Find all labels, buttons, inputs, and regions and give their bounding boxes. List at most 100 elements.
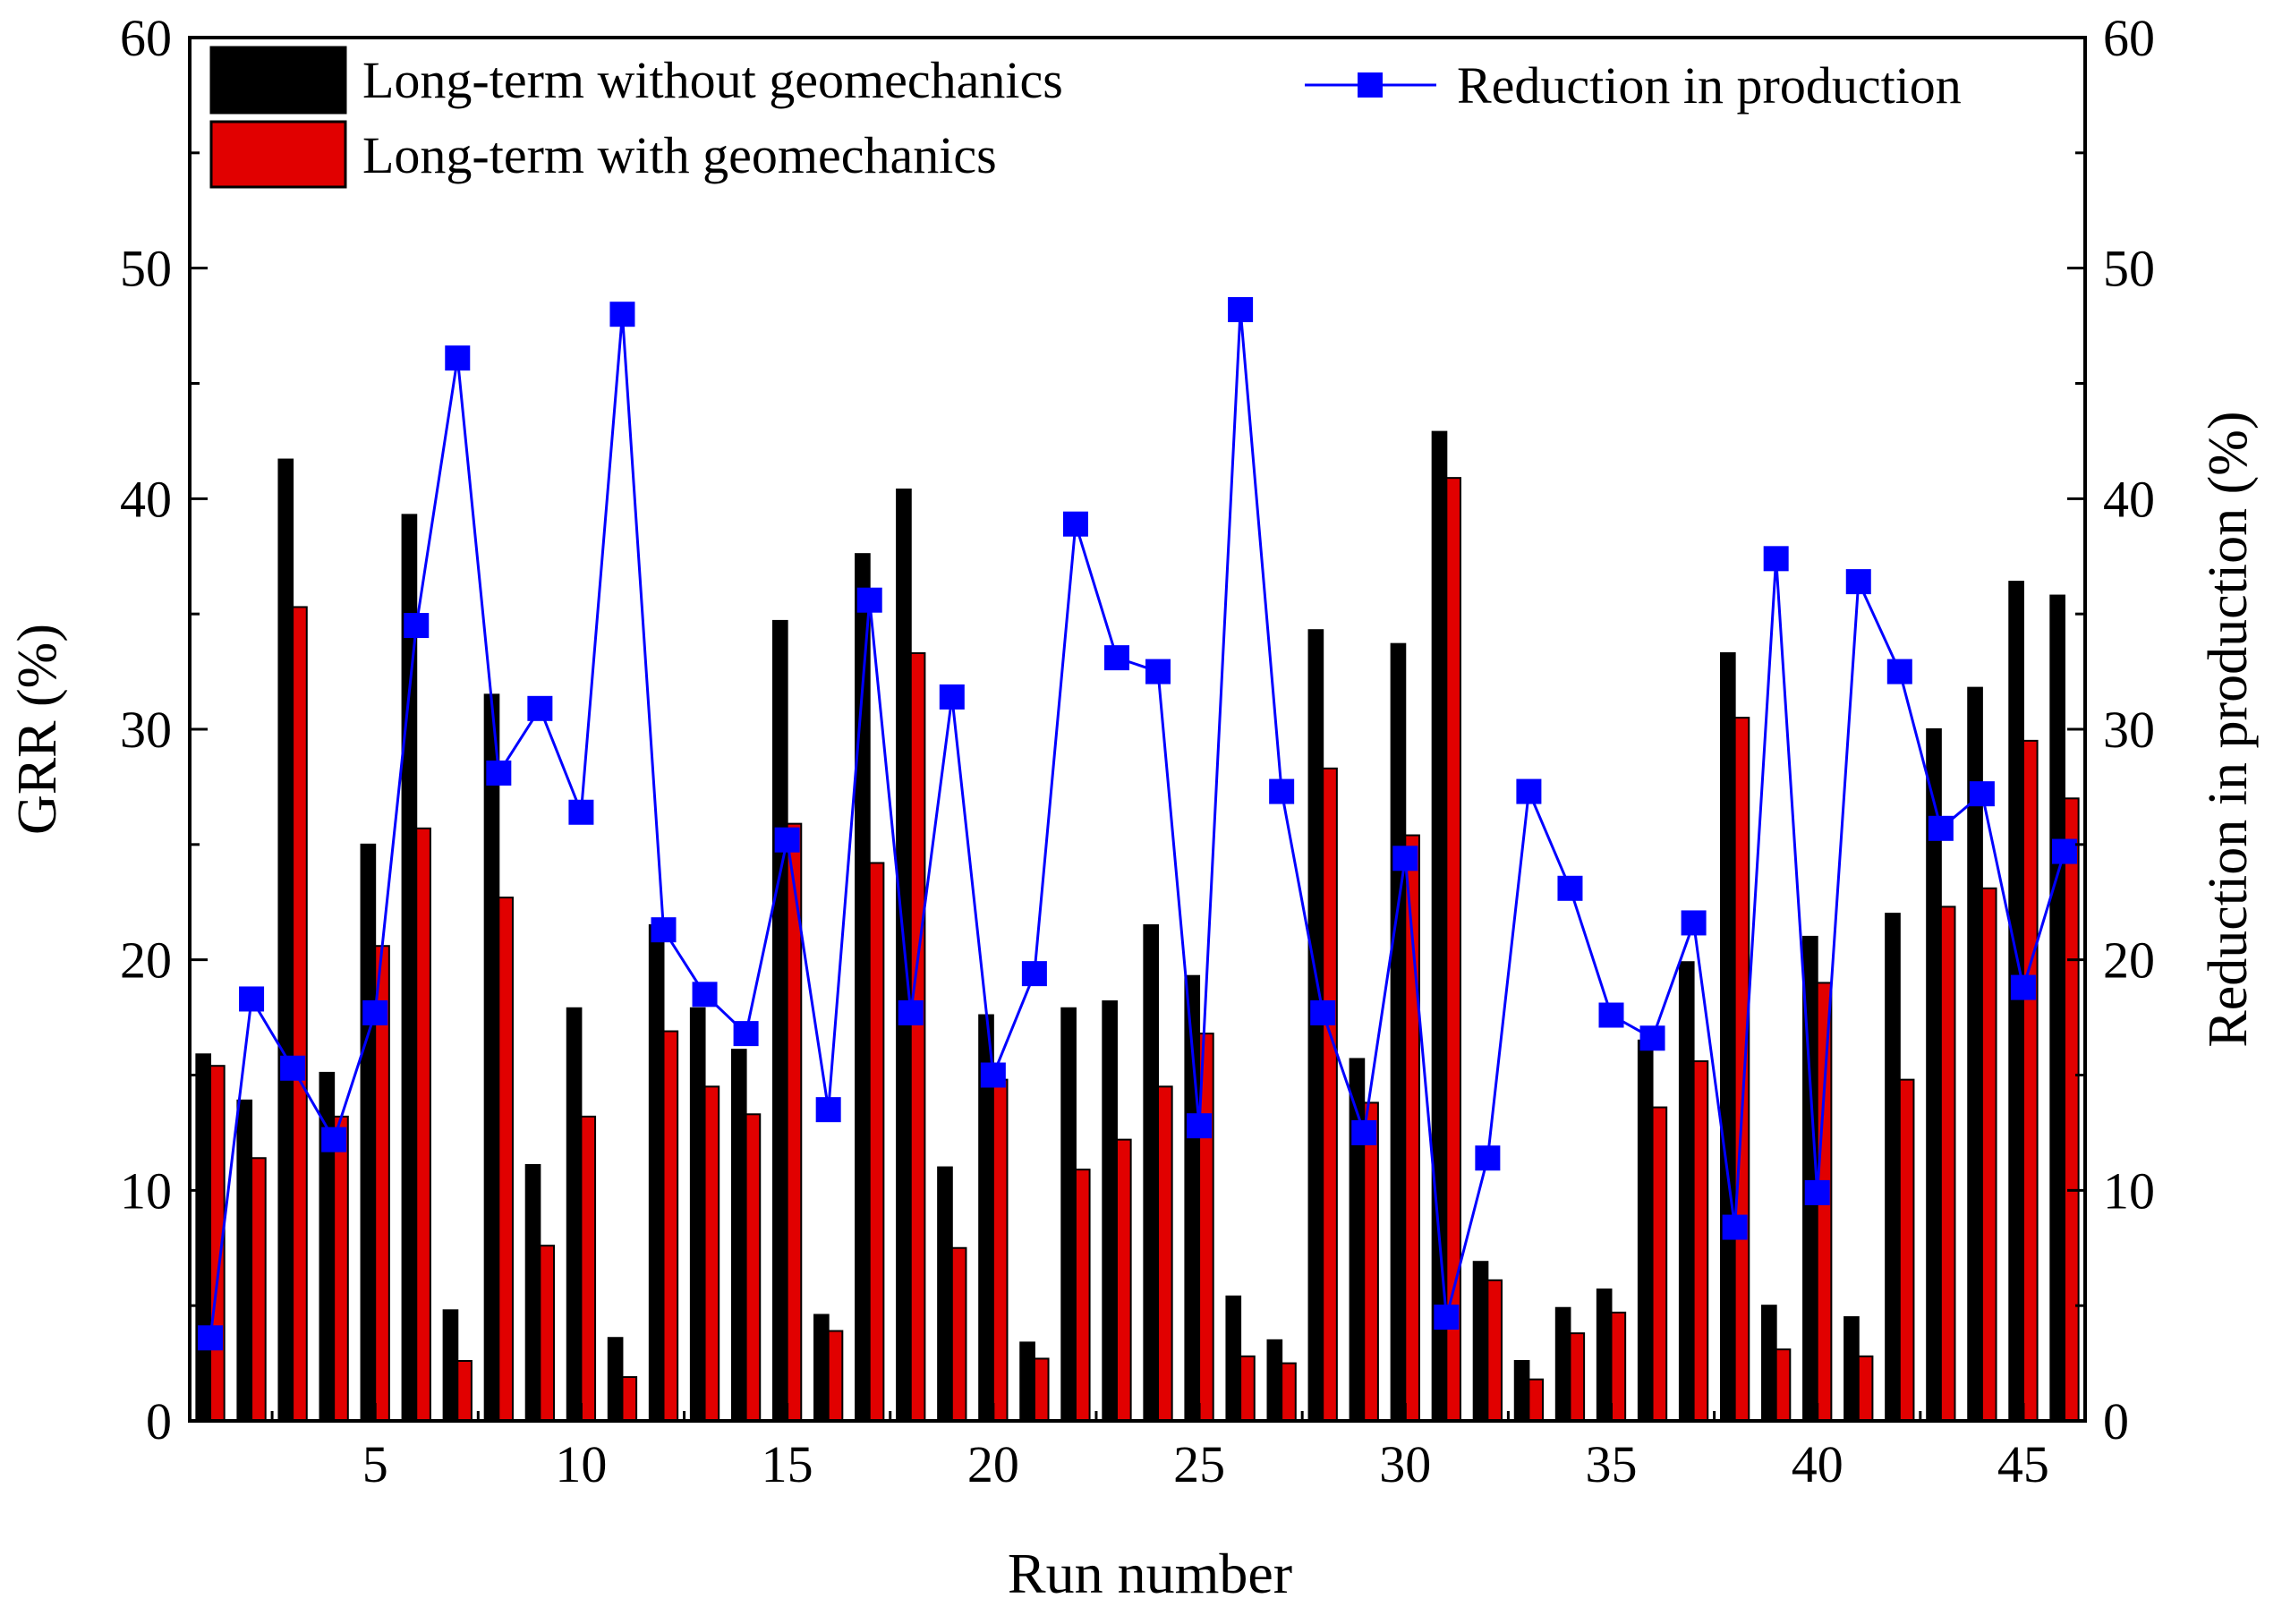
y-tick-label-40: 40 [120,470,172,528]
bar-without-geomechanics-run-23 [1102,1000,1118,1423]
bar-with-geomechanics-run-10 [580,1115,597,1422]
y2-tick-label-40: 40 [2103,470,2155,528]
bar-with-geomechanics-run-11 [621,1376,638,1423]
bar-with-geomechanics-run-28 [1322,767,1338,1422]
bar-with-geomechanics-run-46 [2063,797,2080,1422]
x-tick-label-15: 15 [762,1435,813,1493]
reduction-marker-run-32 [1475,1145,1501,1171]
bar-without-geomechanics-run-28 [1307,629,1324,1422]
bar-without-geomechanics-run-30 [1390,642,1407,1422]
bar-with-geomechanics-run-45 [2022,739,2039,1422]
bar-without-geomechanics-run-22 [1060,1007,1077,1423]
reduction-marker-run-46 [2051,838,2077,864]
reduction-marker-run-3 [280,1055,306,1081]
y-tick-label-20: 20 [120,931,172,990]
x-tick-label-45: 45 [1997,1435,2049,1493]
reduction-marker-run-31 [1434,1305,1460,1331]
reduction-marker-run-45 [2010,974,2036,1000]
bar-without-geomechanics-run-39 [1761,1305,1777,1423]
bar-with-geomechanics-run-21 [1033,1357,1050,1423]
bar-with-geomechanics-run-8 [498,897,514,1422]
bar-without-geomechanics-run-46 [2049,594,2065,1422]
bar-with-geomechanics-run-19 [950,1246,967,1422]
y-tick-label-50: 50 [120,240,172,298]
bar-with-geomechanics-run-16 [827,1330,844,1423]
bar-without-geomechanics-run-33 [1513,1360,1530,1423]
reduction-marker-run-15 [774,827,800,853]
reduction-marker-run-6 [404,613,430,639]
bar-with-geomechanics-run-24 [1157,1085,1173,1422]
bar-without-geomechanics-run-5 [360,843,377,1422]
bar-with-geomechanics-run-7 [456,1360,473,1423]
reduction-marker-run-7 [445,345,471,371]
reduction-marker-run-19 [939,684,965,710]
reduction-line [209,309,2066,1339]
bar-with-geomechanics-run-43 [1939,906,1956,1422]
bar-with-geomechanics-run-2 [251,1157,267,1422]
reduction-marker-run-23 [1103,645,1129,671]
x-tick-label-5: 5 [362,1435,388,1493]
bar-without-geomechanics-run-14 [730,1049,747,1423]
y2-tick-label-50: 50 [2103,240,2155,298]
reduction-marker-run-25 [1187,1113,1213,1139]
bar-without-geomechanics-run-11 [607,1337,624,1422]
y2-tick-label-60: 60 [2103,9,2155,67]
reduction-marker-run-33 [1516,778,1542,804]
y2-tick-label-10: 10 [2103,1161,2155,1220]
reduction-marker-run-17 [856,587,882,613]
y-tick-label-30: 30 [120,701,172,759]
reduction-marker-run-14 [733,1021,759,1047]
x-tick-label-10: 10 [555,1435,607,1493]
bar-without-geomechanics-run-12 [648,924,665,1422]
bar-without-geomechanics-run-34 [1554,1306,1571,1422]
axes-layer: 0 10 20 30 40 50 60 0 10 20 30 40 50 60 5 10 15 20 25 30 35 4… [120,9,2155,1493]
reduction-marker-run-10 [568,799,594,825]
bar-without-geomechanics-run-21 [1019,1341,1035,1423]
bar-without-geomechanics-run-26 [1225,1295,1242,1422]
bar-with-geomechanics-run-3 [292,606,308,1422]
y2-tick-label-0: 0 [2103,1392,2129,1450]
bar-without-geomechanics-run-10 [566,1007,583,1423]
bar-with-geomechanics-run-42 [1898,1078,1915,1423]
reduction-marker-run-40 [1804,1179,1830,1205]
bar-with-geomechanics-run-39 [1775,1348,1792,1422]
bar-with-geomechanics-run-34 [1569,1332,1586,1422]
bar-with-geomechanics-run-9 [539,1245,556,1423]
legend-label-reduction: Reduction in production [1457,56,1962,115]
reduction-marker-run-43 [1928,815,1954,841]
reduction-marker-run-5 [362,999,388,1025]
reduction-marker-run-4 [321,1127,347,1152]
bar-without-geomechanics-run-32 [1472,1261,1489,1422]
legend-swatch-with-geomechanics [209,120,347,189]
bar-without-geomechanics-run-36 [1637,1039,1654,1422]
y-tick-label-60: 60 [120,9,172,67]
bar-with-geomechanics-run-36 [1651,1106,1668,1422]
reduction-marker-run-28 [1310,999,1336,1025]
reduction-marker-run-42 [1886,659,1912,684]
bar-without-geomechanics-run-42 [1885,913,1901,1422]
bar-without-geomechanics-run-19 [937,1166,953,1422]
x-axis-title: Run number [1008,1542,1292,1605]
reduction-marker-run-9 [527,695,553,721]
reduction-marker-run-16 [815,1097,841,1123]
reduction-marker-run-38 [1722,1214,1748,1240]
reduction-marker-run-22 [1062,511,1088,537]
y-tick-label-0: 0 [146,1392,172,1450]
reduction-marker-run-21 [1021,961,1047,987]
bar-with-geomechanics-run-22 [1074,1169,1091,1422]
reduction-marker-run-1 [198,1325,224,1351]
reduction-marker-run-29 [1351,1119,1377,1145]
bar-with-geomechanics-run-44 [1980,887,1997,1422]
legend-swatch-without-geomechanics [209,46,347,115]
bar-without-geomechanics-run-7 [442,1309,459,1422]
y2-tick-label-20: 20 [2103,931,2155,990]
reduction-marker-run-12 [651,917,677,943]
legend-label-with-geomechanics: Long-term with geomechanics [362,126,997,184]
bar-without-geomechanics-run-2 [236,1099,253,1422]
reduction-marker-run-8 [486,760,512,786]
x-tick-label-20: 20 [967,1435,1019,1493]
bar-without-geomechanics-run-9 [524,1163,541,1422]
bar-without-geomechanics-run-35 [1596,1288,1613,1422]
bar-with-geomechanics-run-13 [703,1085,720,1422]
bar-without-geomechanics-run-13 [689,1007,706,1423]
